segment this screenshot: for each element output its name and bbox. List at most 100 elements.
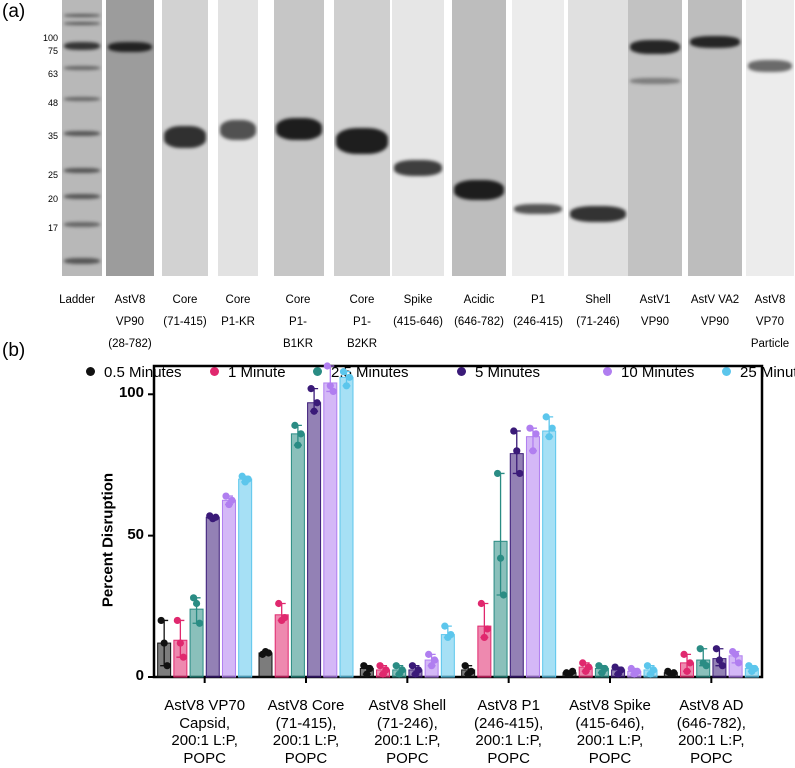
- lane-label-line: P1-: [289, 316, 307, 328]
- legend-label: 10 Minutes: [621, 364, 695, 381]
- data-point: [425, 650, 433, 658]
- data-point: [173, 616, 181, 625]
- data-point: [431, 656, 439, 664]
- legend-marker: [313, 367, 322, 376]
- data-point: [329, 387, 337, 396]
- lane-label-line: B2KR: [346, 338, 378, 350]
- lane-label-line: AstV1: [639, 294, 671, 306]
- lane-label-line: (71-246): [576, 316, 620, 328]
- data-point: [696, 645, 704, 653]
- bar: [339, 376, 354, 678]
- data-point: [307, 385, 315, 393]
- gel-lane: [688, 0, 742, 276]
- data-point: [238, 472, 246, 480]
- data-point: [447, 630, 455, 639]
- x-label-line: (646-782),: [676, 714, 746, 732]
- gel-lane: [452, 0, 506, 276]
- x-label-line: AstV8 P1: [477, 697, 540, 714]
- y-tick-label: 50: [127, 525, 144, 543]
- x-label-line: 200:1 L:P,: [475, 732, 542, 749]
- data-point: [212, 513, 220, 521]
- data-point: [751, 664, 759, 673]
- gel-band: [630, 40, 680, 54]
- legend-marker: [603, 367, 612, 376]
- bar: [323, 382, 338, 678]
- lane-label: Core P1- B2KR: [327, 289, 397, 355]
- data-point: [398, 666, 406, 674]
- data-point: [157, 616, 165, 625]
- data-point: [579, 659, 587, 667]
- y-tick-label: 100: [118, 384, 144, 402]
- bar: [509, 453, 524, 678]
- data-point: [441, 622, 449, 630]
- bar: [290, 433, 305, 678]
- gel-band: [276, 118, 322, 140]
- lane-label: AstV8 VP90 (28-782): [95, 289, 165, 355]
- ladder-mw-label: 63: [47, 69, 58, 79]
- gel-band: [164, 126, 206, 148]
- legend-marker: [210, 367, 219, 376]
- legend-marker: [457, 367, 466, 376]
- gel-lane: [162, 0, 208, 276]
- bar: [238, 478, 253, 678]
- lane-label-line: P1-KR: [221, 316, 255, 328]
- x-label-line: POPC: [386, 749, 429, 767]
- data-point: [195, 619, 204, 627]
- ladder-mw-label: 17: [47, 223, 58, 233]
- bar: [542, 430, 557, 678]
- x-label-line: POPC: [588, 749, 632, 767]
- data-point: [499, 591, 508, 599]
- gel-image: [0, 0, 795, 280]
- gel-band: [64, 258, 100, 264]
- lane-label-line: Core: [285, 294, 311, 306]
- x-label-line: AstV8 Spike: [569, 697, 651, 714]
- data-point: [496, 554, 505, 562]
- lane-label-line: Particle: [750, 338, 790, 350]
- ladder-mw-label: 48: [47, 98, 58, 108]
- data-point: [392, 662, 400, 670]
- gel-band: [64, 14, 100, 17]
- data-point: [408, 662, 417, 670]
- lane-label-line: AstV8: [114, 294, 146, 306]
- legend-marker: [86, 367, 95, 376]
- x-label-line: (246-415),: [474, 714, 544, 732]
- x-label-line: AstV8 Shell: [368, 697, 447, 714]
- x-label-line: 200:1 L:P,: [678, 732, 745, 749]
- data-point: [339, 368, 348, 376]
- panel-b-label: (b): [2, 340, 26, 361]
- x-category-label: AstV8 Spike (415-646), 200:1 L:P, POPC: [555, 697, 665, 767]
- data-point: [510, 427, 518, 435]
- ladder-mw-label: 100: [42, 33, 58, 43]
- data-point: [680, 650, 688, 658]
- legend-item: 1 Minute: [210, 364, 286, 381]
- data-point: [428, 662, 436, 670]
- gel-band: [64, 22, 100, 25]
- lane-label-line: VP90: [640, 316, 670, 328]
- data-point: [294, 441, 302, 449]
- gel-band: [394, 160, 442, 176]
- gel-band: [454, 180, 504, 200]
- data-point: [297, 430, 305, 438]
- lane-label-line: Spike: [403, 294, 433, 306]
- gel-band: [570, 206, 626, 222]
- x-label-line: POPC: [487, 749, 530, 767]
- x-label-line: POPC: [284, 749, 328, 767]
- gel-band: [630, 78, 680, 84]
- gel-lane: [106, 0, 154, 276]
- lane-label-line: AstV VA2: [690, 294, 740, 306]
- data-point: [670, 669, 678, 677]
- data-point: [715, 656, 724, 664]
- legend-label: 0.5 Minutes: [104, 364, 182, 381]
- lane-label-line: Core: [225, 294, 251, 306]
- lane-label-line: (246-415): [513, 316, 563, 328]
- y-tick-label: 0: [135, 667, 144, 684]
- lane-label: P1 (246-415): [503, 289, 573, 355]
- data-point: [516, 469, 524, 478]
- lane-label: Core P1-KR: [203, 289, 273, 355]
- data-point: [291, 421, 299, 429]
- x-category-label: AstV8 AD (646-782), 200:1 L:P, POPC: [656, 697, 766, 767]
- data-point: [745, 662, 753, 670]
- data-point: [686, 659, 694, 667]
- x-label-line: (415-646),: [575, 714, 645, 732]
